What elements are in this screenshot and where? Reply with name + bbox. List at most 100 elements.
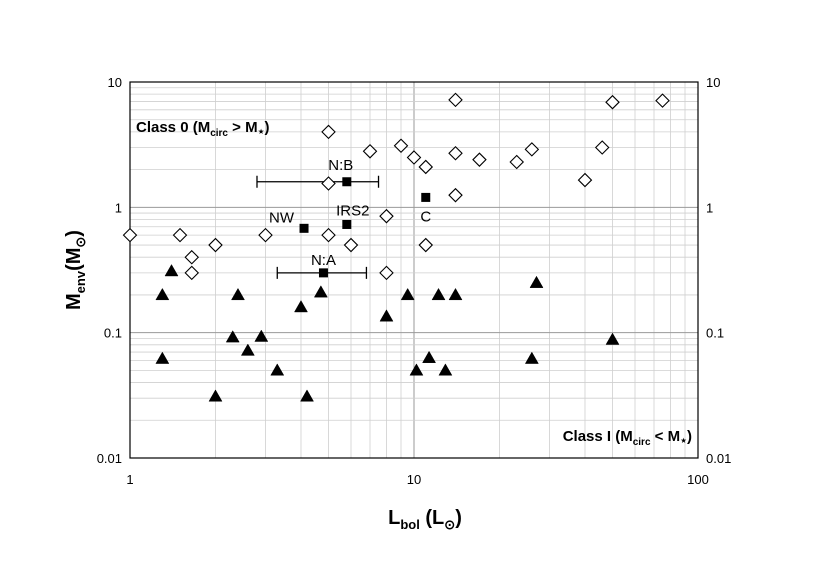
diamond-point (605, 94, 620, 110)
square-point (421, 192, 431, 202)
square-point (318, 268, 328, 278)
diamond-point (577, 172, 593, 188)
triangle-point (431, 287, 446, 301)
class1-star: ⋆ (680, 435, 687, 447)
triangle-point (313, 285, 328, 298)
triangle-point (438, 363, 453, 376)
diamond-point (472, 152, 487, 167)
diamond-point (393, 138, 409, 154)
diamond-point (343, 237, 359, 253)
diamond-point (379, 265, 394, 281)
y-tick-label-left: 10 (108, 75, 122, 90)
triangle-point (164, 264, 179, 277)
y-axis-title: Menv(M⊙) (63, 230, 88, 310)
plot-frame (129, 81, 699, 459)
triangle-point (155, 351, 170, 364)
square-point (342, 177, 352, 187)
diamond-point (321, 227, 336, 243)
x-axis-title-sub: bol (400, 517, 420, 532)
triangle-point (409, 363, 424, 376)
error-bars (256, 175, 380, 279)
class1-close: ) (687, 428, 692, 445)
diamond-point (448, 187, 463, 203)
diamond-point (418, 159, 434, 175)
y-axis-title-close: ) (63, 230, 85, 237)
class1-circ: circ (633, 437, 651, 448)
x-axis-title-close: ) (455, 507, 462, 529)
diamond-point (524, 142, 540, 157)
triangle-point (225, 330, 240, 343)
diamond-point (172, 227, 188, 243)
triangle-point (155, 287, 170, 301)
triangle-point (400, 287, 415, 301)
x-tick-label: 1 (126, 472, 133, 487)
x-axis-title-sym: ⊙ (444, 517, 455, 532)
tick-labels: 1 10 100 0.01 0.1 1 10 0.01 0.1 1 10 (97, 75, 732, 487)
triangle-point (422, 350, 437, 363)
class0-annotation: Class 0 (Mcirc > M⋆) (136, 119, 269, 139)
x-tick-label: 10 (407, 472, 421, 487)
y-axis-title-main: M (63, 293, 85, 310)
x-axis-title: Lbol (L⊙) (388, 507, 462, 532)
y-tick-label-right: 0.01 (706, 451, 731, 466)
y-axis-title-sym: ⊙ (73, 237, 88, 248)
diamond-point (406, 150, 422, 165)
class0-close: ) (264, 119, 269, 136)
class1-annotation: Class I (Mcirc < M⋆) (563, 428, 692, 448)
class1-rest: < M (651, 428, 681, 445)
diamond-point (448, 145, 463, 161)
point-label: C (420, 208, 431, 225)
triangle-point (270, 363, 285, 376)
x-axis-title-rest: (L (420, 507, 444, 529)
class0-star: ⋆ (258, 126, 265, 138)
x-axis-title-main: L (388, 507, 400, 529)
point-label: N:A (311, 252, 336, 269)
class1-text: Class I ( (563, 428, 621, 445)
diamond-point (379, 208, 394, 224)
diamond-point (122, 227, 138, 243)
point-labels: N:B N:A NW IRS2 C (269, 157, 431, 269)
y-axis-title-sub: env (73, 270, 88, 293)
y-tick-label-left: 1 (115, 200, 122, 215)
diamond-point (208, 237, 223, 253)
y-tick-label-right: 1 (706, 200, 713, 215)
y-tick-label-right: 0.1 (706, 326, 724, 341)
square-point (299, 223, 309, 233)
point-label: NW (269, 209, 295, 226)
diamond-point (258, 227, 273, 243)
diamond-point (448, 92, 463, 108)
y-tick-label-left: 0.01 (97, 451, 122, 466)
class0-circ: circ (210, 128, 228, 139)
y-axis-title-rest: (M (63, 248, 85, 271)
class0-m: M (198, 119, 211, 136)
class1-m: M (620, 428, 633, 445)
class0-text: Class 0 ( (136, 119, 198, 136)
diamond-point (655, 93, 670, 108)
triangle-point (379, 309, 394, 322)
triangle-point (231, 287, 245, 301)
y-tick-label-left: 0.1 (104, 326, 122, 341)
x-tick-label: 100 (687, 472, 709, 487)
diamond-point (418, 237, 434, 253)
triangle-point (448, 287, 463, 301)
triangle-point (208, 389, 223, 402)
diamond-point (184, 249, 200, 265)
diamond-point (594, 140, 610, 155)
y-tick-label-right: 10 (706, 75, 720, 90)
triangle-point (529, 275, 544, 288)
data-marks (122, 92, 670, 402)
triangle-point (294, 300, 308, 313)
class0-rest: > M (228, 119, 258, 136)
point-label: IRS2 (336, 202, 369, 219)
diamond-point (321, 176, 336, 191)
triangle-point (524, 351, 539, 364)
point-label: N:B (328, 157, 353, 174)
diamond-point (509, 154, 525, 170)
diamond-point (184, 265, 200, 281)
triangle-point (605, 332, 620, 345)
triangle-point (240, 343, 255, 356)
triangle-point (254, 329, 269, 342)
square-point (342, 219, 352, 229)
diamond-point (321, 124, 336, 140)
